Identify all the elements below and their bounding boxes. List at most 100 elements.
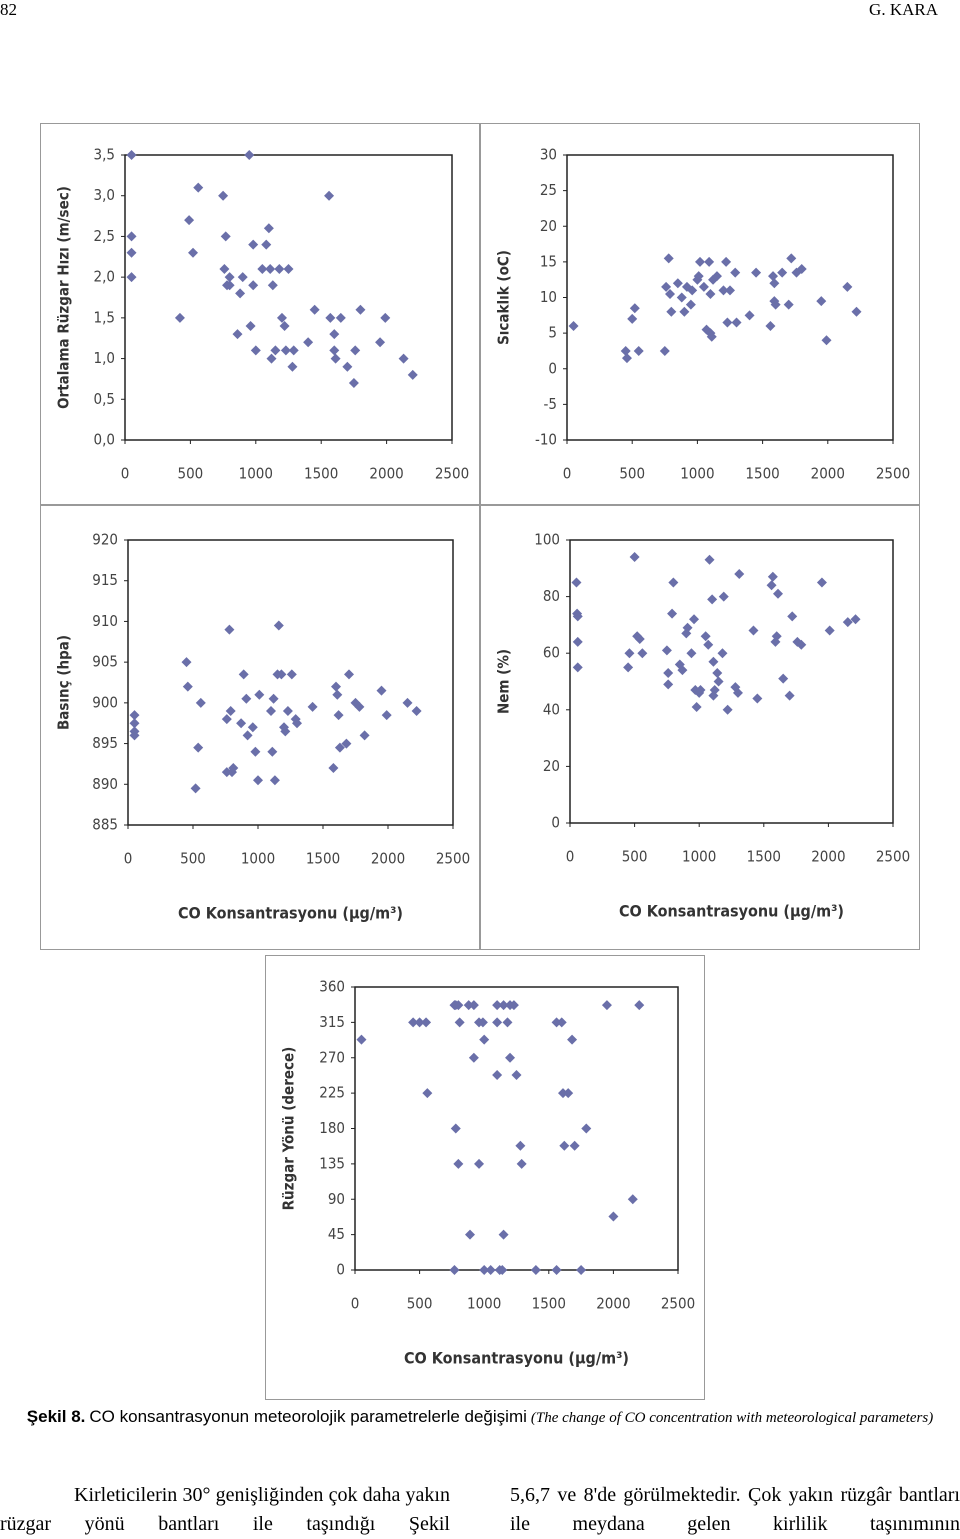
data-point: [468, 1052, 479, 1063]
caption: Şekil 8. CO konsantrasyonun meteorolojik…: [20, 1404, 940, 1431]
data-point: [237, 272, 248, 283]
y-tick-label: 315: [319, 1013, 345, 1031]
y-tick-label: 10: [540, 288, 557, 306]
data-point: [292, 718, 302, 729]
y-tick-label: 20: [540, 217, 557, 235]
data-point: [350, 345, 361, 356]
y-tick-label: 895: [92, 734, 118, 752]
x-tick-label: 2000: [811, 848, 845, 866]
data-point: [508, 1000, 519, 1011]
data-point: [497, 1265, 508, 1275]
data-point: [568, 321, 579, 331]
y-tick-label: 900: [92, 693, 118, 711]
data-point: [663, 668, 674, 679]
data-point: [341, 738, 352, 749]
y-tick-label: 3,0: [94, 186, 115, 204]
data-point: [485, 1265, 496, 1275]
y-tick-label: 90: [328, 1190, 345, 1208]
x-tick-label: 0: [566, 848, 575, 866]
data-point: [309, 304, 320, 315]
data-point: [344, 669, 354, 680]
data-point: [269, 775, 280, 786]
data-point: [730, 267, 741, 278]
y-tick-label: 885: [92, 816, 118, 834]
x-tick-label: 1500: [306, 850, 340, 868]
data-point: [623, 662, 634, 673]
data-point: [174, 312, 185, 323]
data-point: [498, 1000, 509, 1011]
data-point: [329, 345, 340, 356]
data-point: [479, 1034, 490, 1045]
y-tick-label: -10: [535, 431, 557, 449]
data-point: [705, 288, 716, 299]
data-point: [126, 150, 137, 160]
data-point: [752, 693, 763, 704]
data-point: [188, 247, 199, 258]
data-point: [624, 648, 635, 659]
data-point: [422, 1088, 433, 1099]
data-point: [287, 361, 298, 372]
x-axis-label: CO Konsantrasyonu (µg/m³): [178, 904, 403, 923]
data-point: [661, 281, 672, 292]
x-tick-label: 2500: [435, 465, 469, 483]
data-point: [333, 710, 344, 721]
data-point: [232, 329, 243, 340]
data-point: [190, 783, 201, 794]
data-point: [402, 697, 413, 708]
data-point: [842, 617, 853, 628]
data-point: [551, 1265, 562, 1275]
data-point: [477, 1017, 488, 1028]
data-point: [778, 673, 789, 684]
y-axis-label: Ortalama Rüzgar Hızı (m/sec): [55, 186, 73, 409]
data-point: [254, 689, 265, 700]
data-point: [331, 681, 341, 692]
data-point: [219, 264, 230, 274]
data-point: [704, 554, 715, 565]
data-point: [126, 272, 137, 283]
data-point: [280, 726, 291, 737]
data-point: [195, 697, 206, 708]
data-point: [695, 684, 706, 695]
body-right: 5,6,7 ve 8'de görülmektedir. Çok yakın r…: [510, 1484, 960, 1535]
data-point: [332, 689, 343, 700]
data-point: [129, 718, 140, 729]
y-tick-label: 135: [319, 1154, 345, 1172]
data-point: [627, 1194, 638, 1205]
data-point: [479, 1265, 490, 1275]
data-point: [725, 285, 735, 296]
data-point: [288, 345, 299, 356]
data-point: [453, 1158, 464, 1169]
data-point: [307, 701, 318, 712]
x-axis-label: CO Konsantrasyonu (µg/m³): [619, 902, 844, 921]
x-tick-label: 0: [563, 465, 572, 483]
data-point: [717, 648, 728, 659]
x-tick-label: 500: [407, 1295, 433, 1313]
data-point: [184, 215, 195, 226]
data-point: [559, 1140, 570, 1151]
y-axis-label: Nem (%): [495, 649, 513, 714]
data-point: [581, 1123, 592, 1134]
x-tick-label: 1500: [532, 1295, 566, 1313]
data-point: [263, 223, 274, 234]
data-point: [713, 676, 724, 687]
data-point: [796, 264, 807, 274]
y-tick-label: 40: [543, 700, 560, 718]
data-point: [629, 303, 640, 314]
data-point: [245, 321, 256, 331]
data-point: [708, 656, 719, 667]
data-point: [676, 292, 687, 303]
data-point: [770, 299, 781, 310]
data-point: [248, 239, 259, 250]
y-tick-label: 910: [92, 612, 118, 630]
data-point: [421, 1017, 432, 1028]
x-tick-label: 2500: [876, 848, 910, 866]
data-point: [218, 190, 229, 201]
data-point: [796, 639, 807, 650]
data-point: [266, 706, 276, 716]
page-number: 82: [0, 0, 17, 19]
data-point: [563, 1088, 574, 1099]
data-point: [193, 182, 204, 193]
data-point: [126, 247, 137, 258]
data-point: [721, 256, 732, 267]
x-tick-label: 2500: [876, 465, 910, 483]
